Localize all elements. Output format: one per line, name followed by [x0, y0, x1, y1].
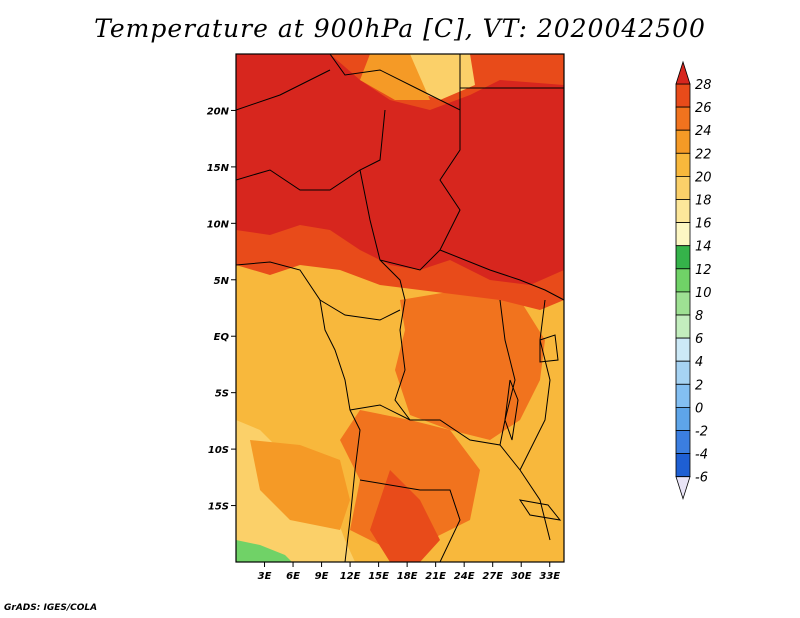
- border-line: [349, 404, 551, 541]
- border-line: [439, 249, 564, 301]
- colorbar-segment: [675, 453, 691, 478]
- colorbar-segment: [675, 383, 691, 408]
- temperature-field: [236, 54, 564, 562]
- colorbar-label: -6: [695, 471, 708, 486]
- colorbar-segment: [675, 129, 691, 154]
- colorbar-segment: [675, 291, 691, 316]
- colorbar-label: 2: [695, 378, 703, 393]
- x-tick-label: 3E: [258, 571, 272, 582]
- border-line: [319, 299, 401, 321]
- colorbar-segment: [675, 175, 691, 200]
- colorbar-label: 26: [695, 101, 712, 116]
- chart-title: Temperature at 900hPa [C], VT: 202004250…: [94, 14, 706, 43]
- colorbar-label: 0: [695, 401, 703, 416]
- x-tick-label: 18E: [397, 571, 418, 582]
- colorbar-min-arrow: [675, 476, 691, 501]
- y-tick-label: 10S: [208, 445, 229, 456]
- y-tick-label: 15S: [208, 502, 229, 513]
- colorbar-label: 24: [695, 124, 712, 139]
- colorbar-label: 18: [695, 194, 712, 209]
- grads-credit: GrADS: IGES/COLA: [4, 603, 98, 613]
- colorbar-segment: [675, 314, 691, 339]
- y-axis: 20N 15N 10N 5N EQ 5S 10S 15S: [207, 106, 236, 513]
- y-tick-label: 20N: [207, 106, 230, 117]
- colorbar-segment: [675, 360, 691, 385]
- map-frame: [235, 53, 565, 563]
- colorbar-label: 4: [695, 355, 703, 370]
- y-tick-label: 5N: [214, 276, 230, 287]
- y-tick-label: 5S: [215, 389, 229, 400]
- border-line: [359, 479, 461, 562]
- border-line: [236, 69, 331, 111]
- lake-outline: [518, 499, 562, 521]
- colorbar-segment: [675, 268, 691, 293]
- country-borders: [236, 54, 564, 562]
- x-axis: 3E 6E 9E 12E 15E 18E 21E 24E 27E 30E 33E: [258, 562, 560, 582]
- colorbar-label: 12: [695, 263, 712, 278]
- colorbar-label: 8: [695, 309, 703, 324]
- colorbar-label: 10: [695, 286, 712, 301]
- lake-outline: [504, 379, 519, 441]
- coastline: [236, 261, 361, 562]
- colorbar-label: 20: [695, 170, 712, 185]
- colorbar-segment: [675, 152, 691, 177]
- colorbar-label: -2: [695, 425, 708, 440]
- colorbar-label: 14: [695, 240, 712, 255]
- field-band-southwest-orange: [250, 440, 350, 530]
- x-tick-label: 9E: [315, 571, 329, 582]
- x-tick-label: 12E: [340, 571, 361, 582]
- colorbar-label: 22: [695, 147, 712, 162]
- border-line: [519, 299, 551, 471]
- x-tick-label: 6E: [286, 571, 300, 582]
- y-tick-label: EQ: [214, 332, 230, 343]
- colorbar-label: 6: [695, 332, 703, 347]
- x-tick-label: 27E: [482, 571, 503, 582]
- x-tick-label: 30E: [511, 571, 532, 582]
- x-tick-label: 33E: [539, 571, 560, 582]
- x-tick-label: 24E: [454, 571, 475, 582]
- x-tick-label: 15E: [368, 571, 389, 582]
- colorbar-segment: [675, 245, 691, 270]
- x-tick-label: 21E: [425, 571, 446, 582]
- colorbar-segment: [675, 83, 691, 108]
- field-band-southwest-green: [236, 540, 292, 562]
- colorbar-segment: [675, 337, 691, 362]
- y-tick-label: 15N: [207, 163, 230, 174]
- y-tick-label: 10N: [207, 219, 230, 230]
- colorbar-segment: [675, 199, 691, 224]
- lake-outline: [539, 334, 559, 363]
- colorbar-label: 16: [695, 217, 712, 232]
- colorbar-segment: [675, 406, 691, 431]
- colorbar-label: 28: [695, 78, 712, 93]
- colorbar-segment: [675, 106, 691, 131]
- border-line: [379, 259, 411, 421]
- field-band-south-hot: [370, 470, 440, 562]
- colorbar-segment: [675, 222, 691, 247]
- border-line: [499, 299, 516, 446]
- border-line: [236, 109, 386, 191]
- colorbar-label: -4: [695, 448, 708, 463]
- field-band-south-warm: [340, 410, 480, 545]
- field-band-north-28: [236, 54, 564, 285]
- colorbar-segment: [675, 430, 691, 455]
- colorbar-max-arrow: [675, 60, 691, 85]
- border-line: [329, 54, 461, 111]
